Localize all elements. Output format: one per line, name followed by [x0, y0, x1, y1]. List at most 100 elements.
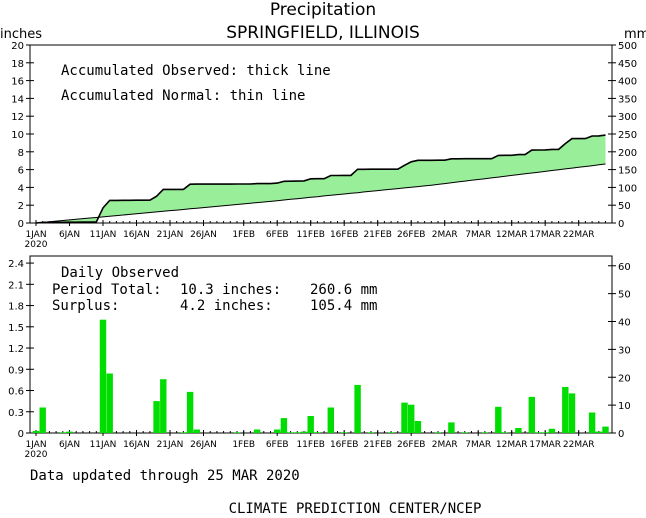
top-ytick-right-label: 450 — [618, 59, 637, 70]
bottom-xtick-label: 11FEB — [296, 440, 325, 450]
top-ytick-right-label: 200 — [618, 148, 637, 159]
top-xtick-label: 16JAN — [123, 230, 150, 240]
daily-bar — [495, 406, 502, 433]
bottom-ytick-right-label: 0 — [618, 429, 624, 440]
data-updated-note: Data updated through 25 MAR 2020 — [30, 468, 300, 484]
top-xtick-label: 12MAR — [496, 230, 528, 240]
daily-panel: 0 0.3 0.6 0.9 1.2 1.5 1.8 2.1 2.4 0 10 20 30 40 50 60 1J… — [8, 255, 631, 460]
daily-bar — [39, 407, 46, 433]
source-credit: CLIMATE PREDICTION CENTER/NCEP — [229, 501, 482, 517]
daily-bar — [32, 430, 40, 433]
right-axis-unit-label: mm — [624, 27, 646, 42]
daily-bar — [253, 429, 261, 433]
top-xtick-label: 2MAR — [432, 230, 458, 240]
top-ytick-right-label: 400 — [618, 77, 637, 88]
daily-bar — [448, 422, 455, 433]
bottom-ytick-label: 1.8 — [8, 302, 24, 313]
top-ytick-right-label: 0 — [618, 219, 624, 230]
top-ytick-label: 0 — [18, 219, 24, 230]
daily-bar — [542, 432, 549, 433]
legend-observed: Accumulated Observed: thick line — [61, 63, 331, 79]
top-ytick-right-label: 150 — [618, 166, 637, 177]
top-xtick-label: 11JAN — [90, 230, 117, 240]
daily-bar — [568, 393, 576, 433]
surplus-inches: 4.2 inches: — [180, 298, 273, 314]
period-total-inches: 10.3 inches: — [180, 282, 281, 298]
bottom-xtick-label: 7MAR — [465, 440, 491, 450]
bottom-ytick-right-label: 10 — [618, 401, 631, 412]
daily-bar — [548, 428, 556, 433]
chart-subtitle: SPRINGFIELD, ILLINOIS — [226, 23, 420, 43]
bottom-xtick-label: 26FEB — [397, 440, 426, 450]
bottom-ytick-label: 0.6 — [8, 387, 24, 398]
daily-bar — [528, 396, 535, 433]
daily-bar — [180, 432, 187, 433]
bottom-ytick-label: 2.4 — [8, 259, 24, 270]
top-xtick-label: 6JAN — [59, 230, 80, 240]
bottom-ytick-right-label: 30 — [618, 345, 631, 356]
bottom-xtick-label: 16JAN — [123, 440, 150, 450]
top-ytick-label: 10 — [11, 130, 24, 141]
daily-bar — [501, 432, 509, 433]
daily-bar — [274, 429, 281, 433]
top-xtick-label: 16FEB — [330, 230, 359, 240]
bottom-xtick-label: 26JAN — [190, 440, 217, 450]
chart-title: Precipitation — [270, 0, 376, 20]
daily-bar — [66, 431, 73, 433]
bottom-ytick-label: 0.3 — [8, 408, 24, 419]
bottom-xtick-label: 12MAR — [496, 440, 528, 450]
daily-bar — [193, 429, 200, 433]
top-ytick-right-label: 50 — [618, 201, 631, 212]
left-axis-unit-label: inches — [0, 27, 42, 42]
period-total-label: Period Total: — [52, 282, 162, 298]
daily-bar — [434, 432, 442, 433]
bottom-ytick-label: 1.2 — [8, 344, 24, 355]
top-ytick-label: 8 — [18, 148, 24, 159]
daily-bar — [307, 416, 314, 433]
top-xtick-label: 22MAR — [563, 230, 595, 240]
accumulated-normal-line — [35, 163, 606, 224]
surplus-label: Surplus: — [52, 298, 119, 314]
top-xtick-label: 21JAN — [157, 230, 184, 240]
bottom-ytick-label: 1.5 — [8, 323, 24, 334]
bottom-xtick-label: 22MAR — [563, 440, 595, 450]
daily-bar — [401, 402, 408, 433]
bottom-ytick-label: 2.1 — [8, 280, 24, 291]
bottom-year-label: 2020 — [25, 450, 48, 460]
daily-bar — [327, 407, 334, 433]
daily-bar — [588, 412, 596, 433]
top-xtick-label: 1JAN — [25, 230, 46, 240]
daily-bar — [99, 319, 107, 433]
top-ytick-right-label: 250 — [618, 130, 637, 141]
daily-bar — [341, 432, 348, 433]
daily-bar — [300, 431, 308, 433]
top-ytick-right-label: 300 — [618, 112, 637, 123]
bottom-xtick-label: 21JAN — [157, 440, 184, 450]
daily-bar — [515, 428, 522, 433]
daily-bar — [153, 401, 160, 433]
daily-bar — [314, 432, 321, 433]
top-ytick-label: 2 — [18, 201, 24, 212]
daily-bar — [160, 379, 167, 433]
daily-bar — [408, 404, 415, 433]
daily-bar — [595, 431, 602, 433]
top-ytick-label: 16 — [11, 77, 24, 88]
top-ytick-label: 12 — [11, 112, 24, 123]
top-xtick-label: 17MAR — [529, 230, 561, 240]
daily-bar — [280, 418, 288, 433]
top-ytick-right-label: 500 — [618, 41, 637, 52]
top-ytick-label: 20 — [11, 41, 24, 52]
top-xtick-label: 1FEB — [232, 230, 255, 240]
daily-bar — [287, 432, 294, 433]
daily-bar — [294, 432, 301, 433]
bottom-xtick-label: 11JAN — [90, 440, 117, 450]
daily-bar — [387, 432, 395, 433]
top-xtick-label: 21FEB — [363, 230, 392, 240]
daily-bar — [562, 387, 569, 433]
accumulated-observed-line — [35, 134, 606, 224]
bottom-ytick-label: 0 — [18, 429, 24, 440]
bottom-xtick-label: 16FEB — [330, 440, 359, 450]
bottom-ytick-right-label: 20 — [618, 373, 631, 384]
top-ytick-right-label: 100 — [618, 183, 637, 194]
